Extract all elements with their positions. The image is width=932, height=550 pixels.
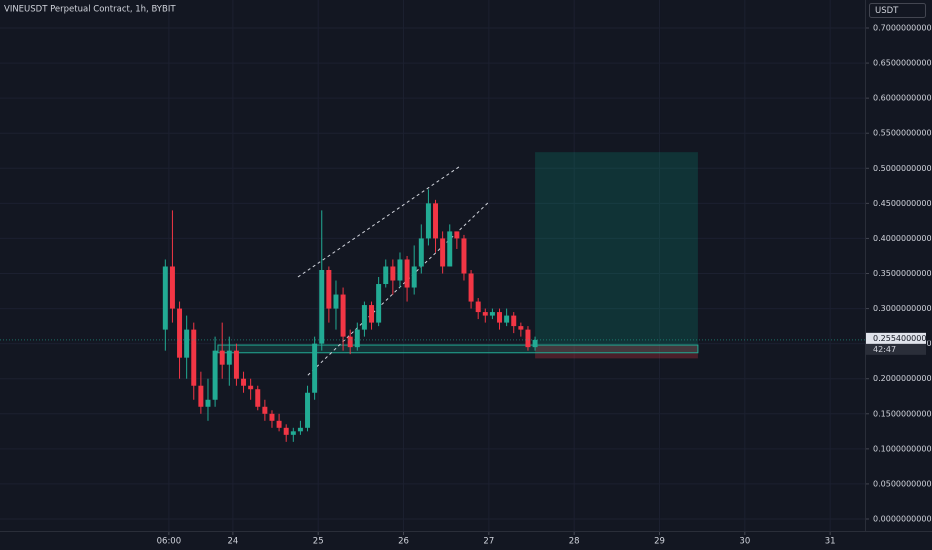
candle-body xyxy=(219,350,225,365)
y-tick-label: 0.200000000000 xyxy=(873,374,932,383)
y-tick-label: 0.000000000000 xyxy=(873,515,932,524)
x-tick-label: 29 xyxy=(654,537,665,547)
candle-body xyxy=(333,294,339,309)
candle-body xyxy=(169,266,175,309)
x-tick-label: 06:00 xyxy=(157,537,182,547)
y-tick-label: 0.400000000000 xyxy=(873,234,932,243)
candle-body xyxy=(305,392,311,428)
candle-body xyxy=(276,420,282,428)
x-tick-label: 26 xyxy=(398,537,409,547)
candle-body xyxy=(319,269,325,344)
y-tick-label: 0.100000000000 xyxy=(873,444,932,453)
candle-body xyxy=(525,329,531,348)
candle-body xyxy=(248,385,254,390)
candle-body xyxy=(369,305,375,323)
candle-body xyxy=(177,308,183,358)
candle-body xyxy=(162,266,168,330)
candle-body xyxy=(411,266,417,288)
x-tick-label: 28 xyxy=(569,537,580,547)
channel-line xyxy=(297,165,461,278)
axes: 0.000000000000 0.050000000000 0.1000000000… xyxy=(0,24,932,547)
y-tick-label: 0.600000000000 xyxy=(873,94,932,103)
y-tick-label: 0.650000000000 xyxy=(873,59,932,68)
candle-body xyxy=(390,266,396,281)
currency-button[interactable] xyxy=(869,3,926,18)
candle-body xyxy=(340,294,346,337)
support-zone xyxy=(217,344,699,354)
y-tick-label: 0.350000000000 xyxy=(873,269,932,278)
candle-body xyxy=(361,305,367,330)
candle-body xyxy=(425,203,431,239)
candles xyxy=(162,189,538,442)
candle-body xyxy=(433,203,439,239)
candle-body xyxy=(468,273,474,302)
candle-body xyxy=(191,329,197,386)
candle-body xyxy=(347,336,353,348)
y-tick-label: 0.150000000000 xyxy=(873,409,932,418)
y-tick-label: 0.300000000000 xyxy=(873,304,932,313)
x-tick-label: 27 xyxy=(483,537,494,547)
candle-body xyxy=(376,284,382,323)
candle-body xyxy=(504,315,510,323)
candle-body xyxy=(212,350,218,400)
chart-title: VINEUSDT Perpetual Contract, 1h, BYBIT xyxy=(4,5,176,15)
candle-body xyxy=(404,259,410,288)
candle-body xyxy=(518,326,524,330)
candle-body xyxy=(418,238,424,267)
candle-body xyxy=(283,427,289,435)
candle-body xyxy=(461,238,467,274)
candle-body xyxy=(447,231,453,267)
x-tick-label: 30 xyxy=(739,537,750,547)
candle-body xyxy=(233,350,239,379)
candle-body xyxy=(198,385,204,407)
y-tick-label: 0.450000000000 xyxy=(873,199,932,208)
candle-body xyxy=(297,427,303,432)
candle-body xyxy=(255,389,261,407)
candle-body xyxy=(312,343,318,393)
candle-body xyxy=(482,312,488,316)
y-tick-label: 0.500000000000 xyxy=(873,164,932,173)
stop-zone xyxy=(535,345,698,359)
target-zone xyxy=(535,152,698,346)
candle-body xyxy=(397,259,403,281)
y-tick-label: 0.700000000000 xyxy=(873,24,932,33)
candle-body xyxy=(226,350,232,365)
zones xyxy=(0,0,865,531)
candle-body xyxy=(262,406,268,414)
candle-body xyxy=(326,269,332,309)
countdown: 42:47 xyxy=(873,345,896,354)
x-tick-label: 24 xyxy=(227,537,238,547)
candle-body xyxy=(241,378,247,386)
last-price-highlight xyxy=(866,332,926,344)
candle-body xyxy=(184,329,190,358)
y-tick-label: 0.550000000000 xyxy=(873,129,932,138)
candle-body xyxy=(454,231,460,239)
candle-body xyxy=(511,315,517,327)
candle-body xyxy=(205,399,211,407)
candle-body xyxy=(532,339,538,348)
candle-body xyxy=(475,301,481,313)
y-tick-label: 0.050000000000 xyxy=(873,479,932,488)
candle-body xyxy=(440,238,446,267)
candle-body xyxy=(497,312,503,323)
candle-body xyxy=(269,413,275,421)
candle-body xyxy=(383,266,389,285)
candle-body xyxy=(290,431,296,435)
currency-label[interactable]: USDT xyxy=(875,6,899,16)
x-tick-label: 31 xyxy=(825,537,836,547)
x-tick-label: 25 xyxy=(313,537,324,547)
candle-body xyxy=(489,312,495,316)
last-price-label: 0.255400000000 xyxy=(873,334,932,343)
candle-body xyxy=(354,329,360,348)
